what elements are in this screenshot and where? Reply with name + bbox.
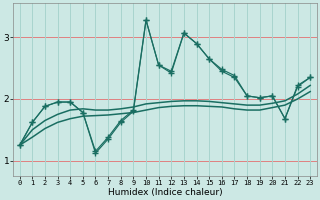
X-axis label: Humidex (Indice chaleur): Humidex (Indice chaleur) (108, 188, 222, 197)
